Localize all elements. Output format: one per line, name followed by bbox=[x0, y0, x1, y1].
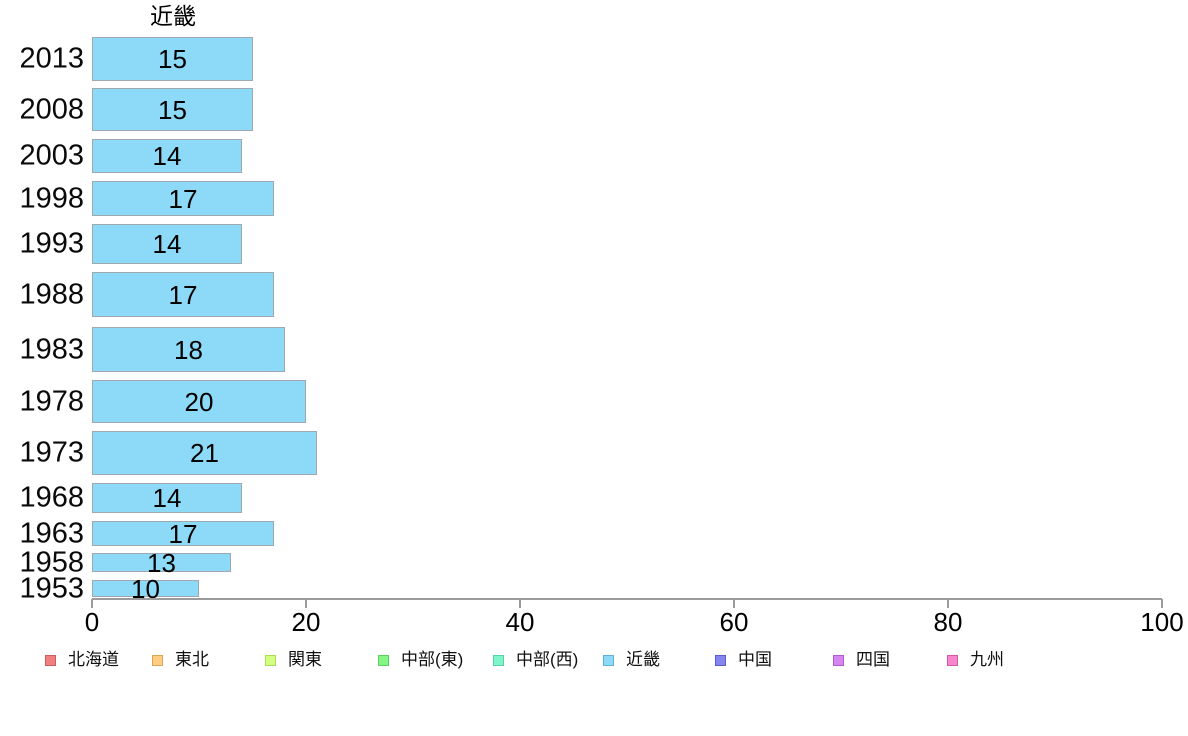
legend-label: 中部(西) bbox=[516, 650, 579, 669]
bar: 14 bbox=[92, 483, 242, 513]
bar-value-label: 17 bbox=[168, 279, 198, 310]
bar: 14 bbox=[92, 139, 242, 173]
legend-swatch-icon bbox=[152, 654, 163, 666]
bar-value-label: 14 bbox=[152, 229, 182, 259]
bar: 21 bbox=[92, 431, 317, 475]
x-axis-tick bbox=[519, 599, 521, 608]
legend-item: 北海道 bbox=[45, 650, 119, 670]
bar-value-label: 15 bbox=[158, 94, 187, 125]
bar-value-label: 20 bbox=[184, 386, 214, 417]
legend-item: 四国 bbox=[833, 650, 890, 670]
year-label: 1983 bbox=[19, 333, 84, 365]
legend-item: 近畿 bbox=[603, 650, 660, 670]
legend-item: 九州 bbox=[947, 650, 1004, 670]
x-axis-tick bbox=[733, 599, 735, 608]
legend-swatch-icon bbox=[378, 654, 389, 666]
x-axis-tick-label: 20 bbox=[291, 607, 321, 637]
bar: 15 bbox=[92, 88, 253, 131]
legend-swatch-icon bbox=[715, 654, 726, 666]
bar: 14 bbox=[92, 224, 242, 264]
legend-swatch-icon bbox=[45, 654, 56, 666]
year-label: 2003 bbox=[19, 139, 84, 172]
bar-value-label: 13 bbox=[147, 547, 176, 578]
year-label: 1988 bbox=[19, 278, 84, 310]
year-label: 1963 bbox=[19, 517, 84, 549]
year-label: 1978 bbox=[19, 385, 84, 417]
year-label: 2013 bbox=[19, 42, 84, 75]
legend-label: 北海道 bbox=[68, 650, 119, 669]
bar-value-label: 14 bbox=[152, 483, 182, 513]
x-axis-line bbox=[92, 598, 1162, 600]
x-axis-tick bbox=[947, 599, 949, 608]
x-axis-tick bbox=[305, 599, 307, 608]
legend-label: 九州 bbox=[970, 650, 1004, 669]
bar-value-label: 10 bbox=[131, 573, 160, 604]
bar: 17 bbox=[92, 272, 274, 317]
legend-swatch-icon bbox=[833, 654, 844, 666]
bar-value-label: 18 bbox=[174, 334, 203, 365]
bar-value-label: 17 bbox=[168, 183, 198, 214]
legend-item: 関東 bbox=[265, 650, 322, 670]
x-axis-tick-label: 0 bbox=[84, 607, 100, 637]
legend-swatch-icon bbox=[947, 654, 958, 666]
year-label: 1968 bbox=[19, 481, 84, 514]
legend-item: 中部(西) bbox=[493, 650, 578, 670]
legend-label: 近畿 bbox=[626, 650, 660, 669]
legend-swatch-icon bbox=[493, 654, 504, 666]
legend-label: 四国 bbox=[856, 650, 890, 669]
year-label: 2008 bbox=[19, 93, 84, 125]
legend-label: 中国 bbox=[738, 650, 772, 669]
bar: 17 bbox=[92, 518, 274, 549]
year-label: 1993 bbox=[19, 227, 84, 260]
bar-value-label: 15 bbox=[158, 44, 187, 74]
legend-swatch-icon bbox=[265, 654, 276, 666]
legend-swatch-icon bbox=[603, 654, 614, 666]
chart-title: 近畿 bbox=[150, 3, 196, 29]
x-axis-tick-label: 40 bbox=[505, 607, 535, 637]
year-label: 1958 bbox=[19, 546, 84, 578]
x-axis-tick-label: 80 bbox=[933, 607, 963, 637]
bar: 20 bbox=[92, 380, 306, 423]
x-axis-tick-label: 60 bbox=[719, 607, 749, 637]
bar: 10 bbox=[92, 576, 199, 602]
legend-item: 中国 bbox=[715, 650, 772, 670]
year-label: 1998 bbox=[19, 182, 84, 214]
bar-value-label: 17 bbox=[168, 518, 198, 549]
x-axis-tick bbox=[1161, 599, 1163, 608]
bar-value-label: 21 bbox=[190, 438, 219, 468]
legend-item: 中部(東) bbox=[378, 650, 463, 670]
bar: 17 bbox=[92, 181, 274, 216]
legend-item: 東北 bbox=[152, 650, 209, 670]
bar: 13 bbox=[92, 550, 231, 576]
x-axis-tick bbox=[91, 599, 93, 608]
year-label: 1953 bbox=[19, 572, 84, 604]
year-label: 1973 bbox=[19, 436, 84, 469]
legend-label: 中部(東) bbox=[401, 650, 464, 669]
legend-label: 関東 bbox=[288, 650, 322, 669]
legend-label: 東北 bbox=[175, 650, 209, 669]
bar-value-label: 14 bbox=[152, 141, 182, 171]
x-axis-tick-label: 100 bbox=[1140, 607, 1184, 637]
bar: 18 bbox=[92, 327, 285, 372]
bar: 15 bbox=[92, 37, 253, 81]
